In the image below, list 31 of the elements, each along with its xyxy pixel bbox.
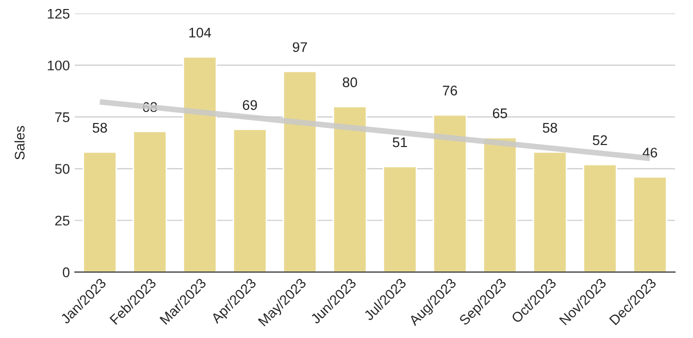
bar (482, 136, 518, 272)
data-label: 104 (189, 28, 212, 38)
data-label: 76 (442, 86, 458, 96)
data-label: 51 (392, 137, 407, 148)
data-label: 46 (642, 148, 658, 158)
bar (332, 106, 368, 272)
bar (582, 164, 618, 272)
bar (82, 151, 118, 272)
y-tick-label: 25 (55, 216, 70, 226)
y-axis-title: Sales (14, 126, 25, 160)
data-label: 97 (292, 42, 307, 52)
bar (632, 176, 668, 272)
data-label: 80 (342, 77, 358, 88)
y-tick-label: 125 (48, 8, 70, 19)
data-label: 69 (242, 100, 257, 110)
y-tick-label: 100 (48, 60, 70, 70)
bar (132, 130, 168, 272)
y-tick-label: 75 (55, 112, 70, 122)
bar (232, 128, 268, 272)
y-tick-label: 50 (55, 164, 70, 174)
data-label: 65 (492, 108, 508, 118)
bar (182, 56, 218, 272)
bar (432, 114, 468, 272)
bar (282, 70, 318, 272)
data-label: 52 (592, 135, 607, 146)
data-label: 58 (542, 122, 558, 133)
bar (382, 166, 418, 272)
bar (532, 151, 568, 272)
data-label: 58 (92, 122, 107, 133)
y-tick-label: 0 (62, 267, 70, 278)
data-label: 68 (142, 102, 157, 112)
